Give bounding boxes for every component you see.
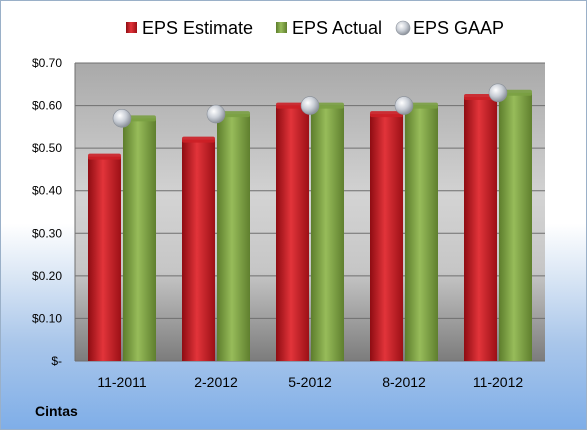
x-tick-label: 5-2012 bbox=[288, 374, 332, 390]
legend-swatch bbox=[126, 22, 137, 33]
bar-eps-actual bbox=[405, 105, 438, 361]
bar-top bbox=[276, 102, 309, 109]
bar-top bbox=[499, 89, 532, 96]
x-axis: 11-2011 2-2012 5-2012 8-2012 11-2012 bbox=[97, 374, 523, 390]
x-tick-label: 2-2012 bbox=[194, 374, 238, 390]
legend-swatch bbox=[395, 20, 411, 36]
legend-label: EPS Estimate bbox=[142, 18, 253, 38]
legend-label: EPS Actual bbox=[292, 18, 382, 38]
y-tick-label: $0.40 bbox=[32, 184, 62, 198]
y-tick-label: $- bbox=[51, 354, 62, 368]
y-tick-label: $0.20 bbox=[32, 269, 62, 283]
bar-top bbox=[464, 94, 497, 101]
bar-top bbox=[182, 136, 215, 143]
y-tick-label: $0.10 bbox=[32, 311, 62, 325]
legend-swatch bbox=[276, 22, 287, 33]
legend-label: EPS GAAP bbox=[413, 18, 504, 38]
bar-eps-estimate bbox=[370, 114, 403, 361]
x-tick-label: 11-2012 bbox=[473, 374, 524, 390]
bar-top bbox=[217, 111, 250, 118]
bars bbox=[88, 89, 532, 362]
x-tick-label: 8-2012 bbox=[382, 374, 426, 390]
gaap-marker bbox=[488, 83, 508, 103]
y-tick-label: $0.30 bbox=[32, 226, 62, 240]
y-tick-label: $0.70 bbox=[32, 56, 62, 70]
company-name: Cintas bbox=[35, 403, 78, 419]
bar-eps-estimate bbox=[276, 105, 309, 361]
gaap-markers bbox=[112, 83, 508, 128]
legend: EPS Estimate EPS Actual EPS GAAP bbox=[126, 18, 504, 38]
bar-eps-estimate bbox=[464, 97, 497, 362]
bar-eps-estimate bbox=[88, 156, 121, 361]
bar-top bbox=[88, 153, 121, 160]
bar-eps-actual bbox=[217, 114, 250, 361]
bar-eps-actual bbox=[499, 92, 532, 362]
y-axis: $- $0.10 $0.20 $0.30 $0.40 $0.50 $0.60 $0.70 bbox=[32, 56, 76, 368]
bar-top bbox=[311, 102, 344, 109]
gaap-marker bbox=[394, 96, 414, 115]
bar-top bbox=[123, 115, 156, 122]
bar-eps-actual bbox=[123, 118, 156, 361]
y-tick-label: $0.50 bbox=[32, 141, 62, 155]
gaap-marker bbox=[206, 104, 226, 124]
gaap-marker bbox=[300, 96, 320, 115]
bar-top bbox=[370, 111, 403, 118]
bar-top bbox=[405, 102, 438, 109]
bar-eps-estimate bbox=[182, 139, 215, 361]
gaap-marker bbox=[112, 109, 132, 128]
y-tick-label: $0.60 bbox=[32, 99, 62, 113]
bar-eps-actual bbox=[311, 105, 344, 361]
x-tick-label: 11-2011 bbox=[97, 374, 147, 390]
